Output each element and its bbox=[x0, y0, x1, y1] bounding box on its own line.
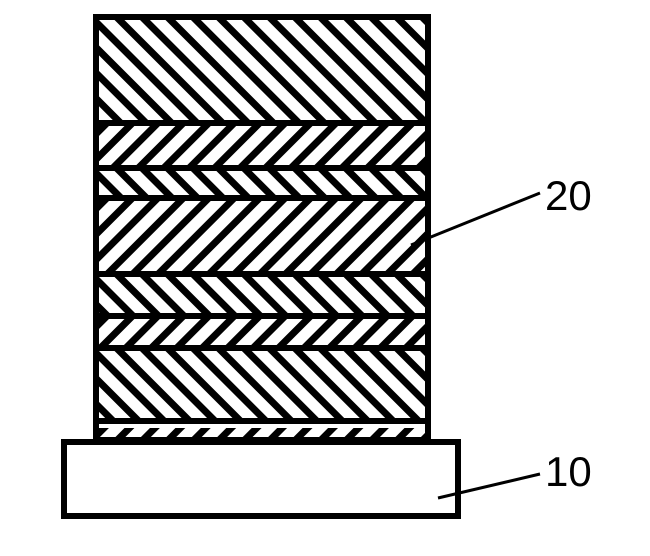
label-10-leader bbox=[438, 474, 540, 498]
diagram-stage: 20 10 bbox=[0, 0, 650, 556]
label-20-leader bbox=[411, 193, 540, 245]
label-20: 20 bbox=[545, 175, 592, 217]
label-10: 10 bbox=[545, 451, 592, 493]
